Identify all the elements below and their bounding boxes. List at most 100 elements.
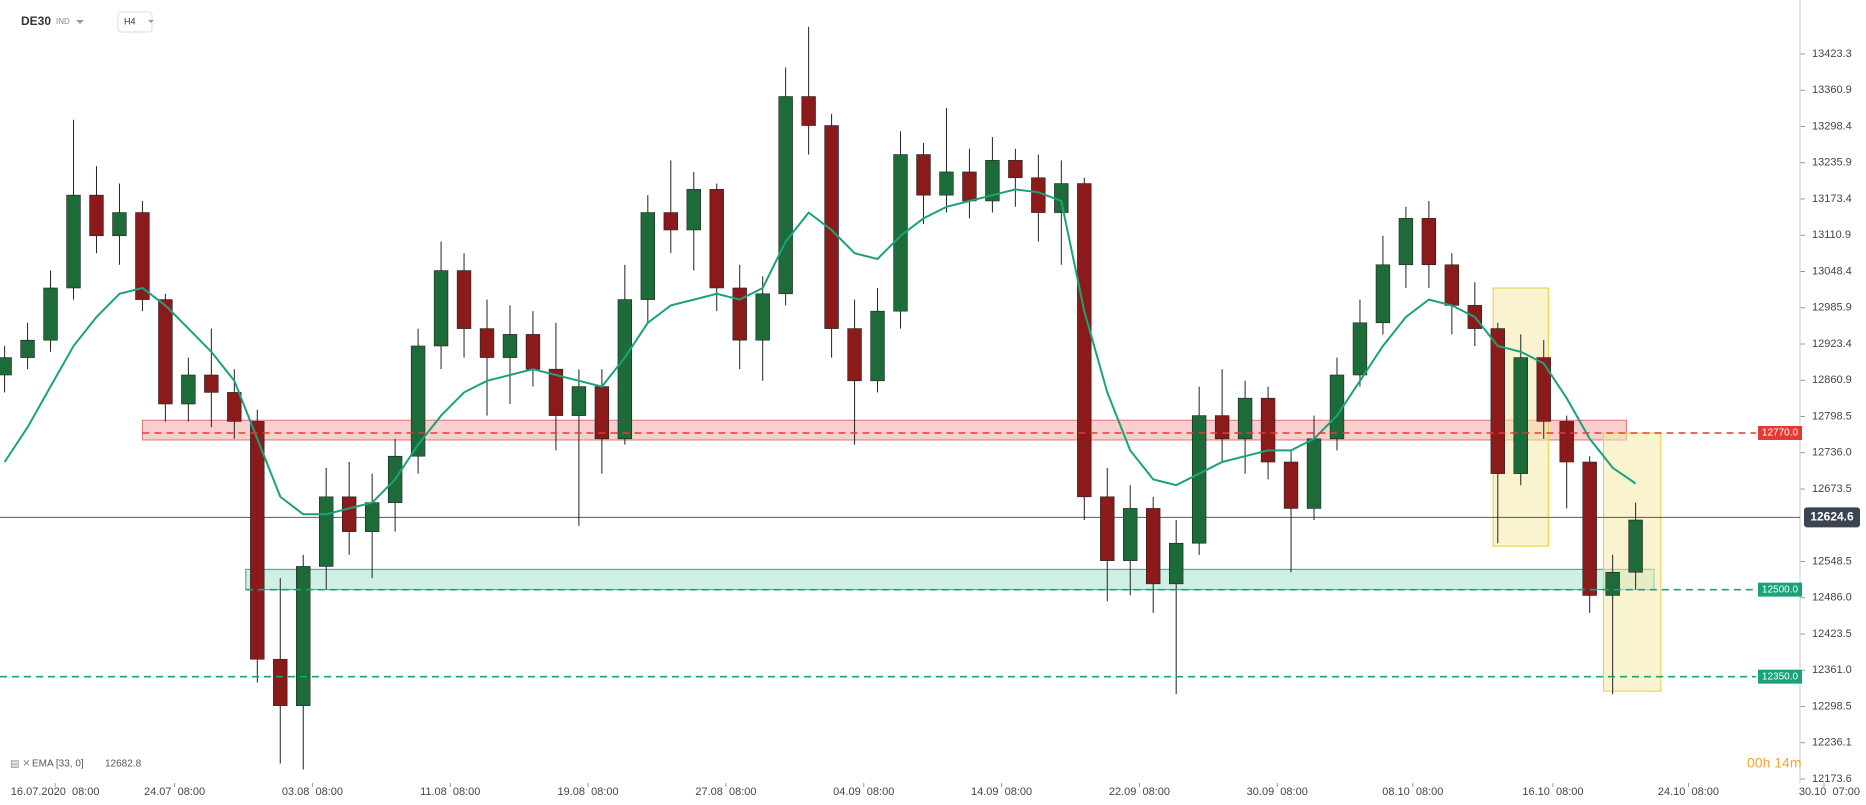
current-price-badge [1804, 507, 1860, 528]
y-tick-label: 12860.9 [1812, 374, 1852, 386]
x-tick-label: 19.08 08:00 [558, 786, 619, 798]
y-tick-label: 13048.4 [1812, 265, 1852, 277]
candle-body [640, 212, 656, 300]
x-tick-label: 30.09 08:00 [1247, 786, 1308, 798]
candle-body [1513, 357, 1528, 474]
candle-body [939, 171, 954, 196]
x-tick-label: 16.07.2020 08:00 [11, 786, 100, 798]
candle-body [479, 328, 495, 358]
market: IND [56, 17, 70, 26]
current-price-label: 12624.6 [1810, 510, 1854, 524]
candle-body [571, 386, 587, 416]
level-badge [1758, 669, 1802, 684]
candle-body [273, 658, 288, 706]
candle-body [1214, 415, 1230, 440]
x-tick-label: 27.08 08:00 [695, 786, 756, 798]
candle-body [893, 154, 908, 312]
candle-body [296, 566, 311, 706]
dropdown-arrow[interactable] [148, 20, 154, 23]
y-tick-label: 12423.5 [1812, 628, 1852, 640]
y-tick-label: 12798.5 [1812, 410, 1852, 422]
y-tick-label: 12486.0 [1812, 592, 1852, 604]
y-tick-label: 13360.9 [1812, 84, 1852, 96]
x-tick-label: 08.10 08:00 [1382, 786, 1443, 798]
candle-body [456, 270, 472, 329]
y-tick-label: 13110.9 [1812, 229, 1851, 241]
candle-body [1605, 571, 1620, 596]
candle-body [1168, 542, 1184, 585]
candle-body [502, 334, 518, 358]
candle-body [181, 374, 196, 405]
candle-body [112, 212, 127, 237]
candle-body [135, 212, 150, 300]
candle-body [709, 189, 724, 289]
interval[interactable]: H4 [124, 16, 136, 26]
candle-body [962, 171, 977, 202]
x-tick-label: 11.08 08:00 [420, 786, 480, 798]
level-label: 12500.0 [1762, 584, 1799, 595]
dropdown-arrow[interactable] [76, 20, 84, 24]
symbol[interactable]: DE30 [21, 14, 51, 28]
candle-body [341, 496, 357, 532]
candle-body [1490, 328, 1505, 474]
x-tick-label: 24.07 08:00 [144, 786, 205, 798]
candle-body [364, 502, 380, 532]
candle-body [732, 287, 747, 341]
candle-body [778, 96, 793, 295]
candle-body [1352, 322, 1368, 376]
candle-body [916, 154, 931, 196]
zone [245, 568, 1655, 591]
candle-body [1559, 421, 1574, 463]
candle-body [824, 125, 839, 329]
candle-body [1100, 496, 1115, 561]
indicator-icons[interactable]: ▤ ✕ [10, 759, 31, 770]
x-tick-label: 30.10 07:00 [1799, 786, 1860, 798]
candle-body [1054, 183, 1069, 213]
candle-body [1077, 183, 1092, 498]
y-tick-label: 12361.0 [1812, 664, 1852, 676]
candle-body [204, 374, 219, 393]
candle-body [43, 287, 58, 341]
candle-body [250, 421, 265, 660]
indicator-value: 12682.8 [105, 759, 142, 770]
y-tick-label: 12985.9 [1812, 302, 1852, 314]
x-tick-label: 04.09 08:00 [833, 786, 894, 798]
candle-body [1444, 264, 1460, 306]
candle-body [663, 212, 678, 231]
candle-body [548, 368, 564, 416]
candle-body [1421, 218, 1437, 266]
candle-body [594, 386, 610, 440]
y-tick-label: 13423.3 [1812, 48, 1852, 60]
candle-body [433, 270, 449, 347]
candle-body [755, 293, 770, 341]
x-tick-label: 14.09 08:00 [971, 786, 1032, 798]
candle-body [1191, 415, 1207, 544]
x-tick-label: 22.09 08:00 [1109, 786, 1170, 798]
y-tick-label: 13298.4 [1812, 120, 1852, 132]
y-tick-label: 12298.5 [1812, 700, 1852, 712]
level-label: 12350.0 [1762, 671, 1799, 682]
candle-body [1123, 508, 1138, 561]
y-tick-label: 12923.4 [1812, 338, 1852, 350]
candle-body [686, 189, 701, 231]
candle-body [801, 96, 816, 126]
y-tick-label: 12673.5 [1812, 483, 1852, 495]
y-tick-label: 12548.5 [1812, 555, 1852, 567]
x-tick-label: 24.10 08:00 [1658, 786, 1719, 798]
candle-body [1398, 218, 1414, 266]
zone [141, 419, 1627, 441]
candle-body [410, 345, 426, 457]
indicator-name: EMA [33, 0] [32, 759, 84, 770]
level-badge [1758, 426, 1802, 441]
candle-body [66, 194, 81, 289]
candle-body [1260, 397, 1276, 463]
y-tick-label: 13173.4 [1812, 193, 1852, 205]
candle-body [870, 310, 885, 382]
candle-body [1582, 461, 1597, 596]
candle-body [1146, 508, 1161, 585]
candle-body [1008, 160, 1023, 179]
candle-body [847, 328, 862, 382]
